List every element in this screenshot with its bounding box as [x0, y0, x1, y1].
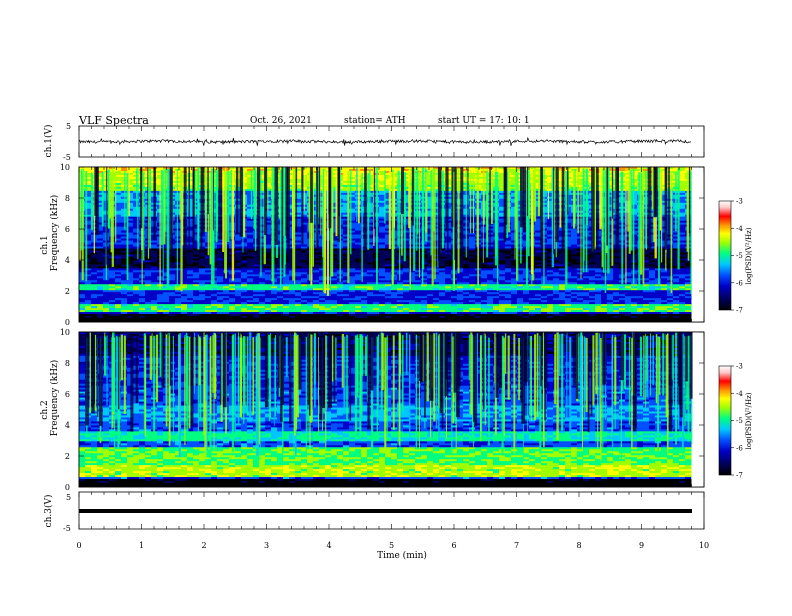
ch1-waveform-panel: 5 -5 ch.1(V): [43, 122, 704, 162]
ch2-colorbar-label: log(PSD)(V²/Hz): [745, 392, 753, 449]
time-axis: 0 1 2 3 4 5 6 7 8 9 10: [76, 541, 709, 550]
x-tick-label: 9: [639, 541, 644, 550]
ch1-colorbar: -3 -4 -5 -6 -7 log(PSD)(V²/Hz): [719, 198, 753, 315]
ch3-ytick-bottom: -5: [63, 524, 71, 533]
colorbar-tick-label: -7: [736, 472, 743, 480]
x-tick-label: 7: [514, 541, 519, 550]
date-label: Oct. 26, 2021: [250, 116, 312, 126]
ch1-ytick-top: 5: [66, 122, 71, 131]
y-tick-label: 10: [60, 163, 70, 172]
y-tick-label: 2: [65, 452, 70, 461]
ch1-ytick-bottom: -5: [63, 153, 71, 162]
colorbar-tick-label: -4: [736, 390, 743, 398]
y-tick-label: 8: [65, 194, 70, 203]
x-tick-label: 5: [389, 541, 394, 550]
x-tick-label: 4: [326, 541, 331, 550]
ch1-frequency-label: Frequency (kHz): [49, 195, 60, 272]
ch1-colorbar-label: log(PSD)(V²/Hz): [745, 227, 753, 284]
y-tick-label: 10: [60, 328, 70, 337]
y-tick-label: 0: [65, 483, 70, 492]
ch2-spectrogram-panel: 0 2 4 6 8 10 ch.2 Frequency (kHz): [40, 328, 704, 492]
ch3-waveform-trace: [79, 509, 692, 513]
x-tick-label: 6: [451, 541, 456, 550]
x-tick-label: 3: [264, 541, 269, 550]
x-axis-label: Time (min): [377, 550, 427, 561]
x-tick-label: 2: [201, 541, 206, 550]
colorbar-tick-label: -3: [736, 363, 743, 371]
y-tick-label: 8: [65, 359, 70, 368]
colorbar-tick-label: -3: [736, 198, 743, 206]
ch2-spectrogram-image: [79, 332, 704, 487]
x-tick-label: 10: [699, 541, 709, 550]
ch1-ylabel: ch.1(V): [43, 125, 54, 158]
y-tick-label: 0: [65, 318, 70, 327]
ch2-colorbar: -3 -4 -5 -6 -7 log(PSD)(V²/Hz): [719, 363, 753, 480]
x-tick-label: 8: [576, 541, 581, 550]
ch1-spectrogram-ylabel: ch.1: [40, 235, 50, 254]
start-time-label: start UT = 17: 10: 1: [438, 116, 530, 126]
y-tick-label: 6: [65, 225, 70, 234]
y-tick-label: 4: [65, 256, 70, 265]
y-tick-label: 6: [65, 390, 70, 399]
colorbar-tick-label: -7: [736, 307, 743, 315]
figure-title: VLF Spectra: [78, 114, 149, 127]
ch3-ylabel: ch.3(V): [43, 495, 54, 528]
x-tick-label: 0: [76, 541, 81, 550]
colorbar-tick-label: -5: [736, 252, 743, 260]
ch1-spectrogram-panel: 0 2 4 6 8 10 ch.1 Frequency (kHz): [40, 163, 704, 327]
colorbar-tick-label: -5: [736, 417, 743, 425]
ch2-spectrogram-ylabel: ch.2: [40, 400, 50, 419]
ch3-waveform-panel: 5 -5 ch.3(V): [43, 492, 704, 533]
x-tick-label: 1: [139, 541, 144, 550]
ch2-frequency-label: Frequency (kHz): [49, 360, 60, 437]
ch3-ytick-top: 5: [66, 493, 71, 502]
ch1-spectrogram-image: [79, 167, 704, 322]
colorbar-tick-label: -6: [736, 279, 743, 287]
y-tick-label: 4: [65, 421, 70, 430]
station-label: station= ATH: [344, 116, 406, 126]
y-tick-label: 2: [65, 287, 70, 296]
colorbar-tick-label: -4: [736, 225, 743, 233]
colorbar-tick-label: -6: [736, 444, 743, 452]
